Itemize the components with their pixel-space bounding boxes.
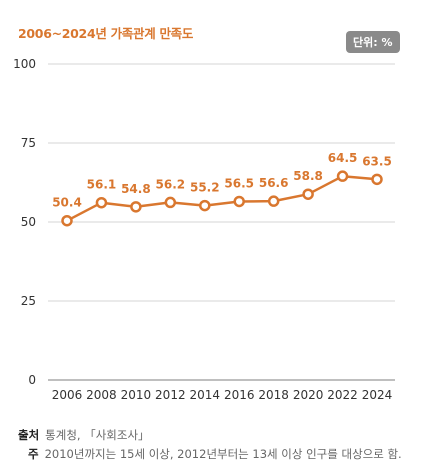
data-label: 58.8 <box>293 169 323 183</box>
x-tick-label: 2018 <box>258 388 289 402</box>
data-label: 64.5 <box>328 151 358 165</box>
note-line: 주 2010년까지는 15세 이상, 2012년부터는 13세 이상 인구를 대상… <box>28 446 402 462</box>
data-point <box>61 214 73 227</box>
y-tick-label: 100 <box>13 57 36 71</box>
data-point <box>95 196 108 209</box>
chart-title: 2006~2024년 가족관계 만족도 <box>18 26 194 41</box>
y-tick-labels: 0 25 50 75 100 <box>13 57 36 387</box>
note-label: 주 <box>28 447 39 461</box>
data-label: 56.1 <box>87 178 117 192</box>
x-tick-label: 2010 <box>121 388 152 402</box>
data-point <box>336 170 349 182</box>
data-point <box>199 199 211 212</box>
x-tick-label: 2014 <box>190 388 221 402</box>
x-tick-label: 2006 <box>52 388 83 402</box>
data-points <box>61 170 383 227</box>
data-labels: 50.4 56.1 54.8 56.2 55.2 56.5 56.6 58.8 64.5 63.5 <box>52 151 392 210</box>
source-text: 통계청, 「사회조사」 <box>45 428 150 442</box>
x-tick-label: 2008 <box>86 388 117 402</box>
data-point <box>233 195 245 208</box>
y-tick-label: 0 <box>28 373 36 387</box>
x-tick-label: 2020 <box>293 388 324 402</box>
data-point <box>130 201 142 213</box>
x-tick-label: 2022 <box>327 388 358 402</box>
grid-lines <box>48 63 395 381</box>
data-label: 55.2 <box>190 181 220 195</box>
data-point <box>267 195 280 207</box>
unit-badge: 단위: % <box>346 31 400 53</box>
note-text: 2010년까지는 15세 이상, 2012년부터는 13세 이상 인구를 대상으… <box>44 447 402 461</box>
x-tick-label: 2012 <box>155 388 186 402</box>
data-point <box>371 173 383 186</box>
y-tick-label: 50 <box>21 215 36 229</box>
data-label: 63.5 <box>362 154 392 168</box>
data-label: 56.2 <box>156 177 186 191</box>
source-label: 출처 <box>18 428 40 442</box>
series-line <box>66 174 378 222</box>
y-tick-label: 25 <box>21 294 36 308</box>
x-tick-label: 2024 <box>362 388 393 402</box>
data-point <box>164 196 177 209</box>
y-tick-label: 75 <box>21 136 36 150</box>
data-label: 56.6 <box>259 176 289 190</box>
x-tick-label: 2016 <box>224 388 255 402</box>
source-line: 출처 통계청, 「사회조사」 <box>18 427 150 443</box>
x-tick-labels: 2006 2008 2010 2012 2014 2016 2018 2020 2022 2024 <box>52 388 393 402</box>
data-label: 56.5 <box>224 176 254 190</box>
data-point <box>302 188 314 200</box>
data-label: 50.4 <box>52 196 82 210</box>
data-label: 54.8 <box>121 182 151 196</box>
